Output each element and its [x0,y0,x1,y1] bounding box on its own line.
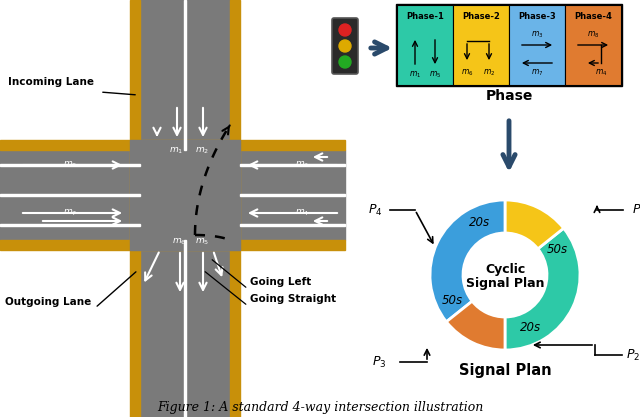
Wedge shape [430,200,505,322]
Wedge shape [505,228,580,350]
Bar [130,140,240,250]
Text: $m_6$: $m_6$ [172,236,186,247]
Bar [240,194,345,196]
Text: Incoming Lane: Incoming Lane [8,77,94,87]
Bar [0,224,140,226]
Text: Phase-4: Phase-4 [574,12,612,20]
Bar [0,140,345,150]
Circle shape [463,233,547,317]
Text: Phase: Phase [485,89,532,103]
Text: $P_3$: $P_3$ [372,354,387,369]
Text: $m_3$: $m_3$ [531,30,543,40]
Text: Phase-3: Phase-3 [518,12,556,20]
Text: $m_4$: $m_4$ [595,68,607,78]
Bar [140,150,230,240]
Text: 50s: 50s [547,243,568,256]
Text: $m_7$: $m_7$ [63,208,77,218]
Text: Cyclic: Cyclic [485,262,525,276]
Bar [240,164,345,166]
Text: $P_1$: $P_1$ [632,202,640,218]
Bar [396,4,622,86]
Text: $m_1$: $m_1$ [169,145,183,156]
Wedge shape [446,301,505,350]
Bar [0,194,140,196]
Bar [0,150,345,240]
Text: 20s: 20s [520,321,541,334]
Circle shape [339,24,351,36]
Text: Going Straight: Going Straight [250,294,336,304]
Text: Phase-2: Phase-2 [462,12,500,20]
Text: $m_3$: $m_3$ [295,160,309,170]
Bar [184,240,186,417]
Text: $P_4$: $P_4$ [369,202,383,218]
Bar [0,164,140,166]
Wedge shape [505,200,564,249]
Text: $m_2$: $m_2$ [483,68,495,78]
Text: 50s: 50s [442,294,463,307]
Bar [0,240,345,250]
Text: Outgoing Lane: Outgoing Lane [5,297,92,307]
Text: $m_8$: $m_8$ [63,160,77,170]
Text: 20s: 20s [469,216,490,229]
Bar [140,0,230,417]
Text: $m_2$: $m_2$ [195,145,209,156]
Bar [509,5,565,85]
Text: $m_5$: $m_5$ [195,236,209,247]
Bar [397,5,453,85]
Text: Phase-1: Phase-1 [406,12,444,20]
Text: $m_4$: $m_4$ [295,208,309,218]
Text: $m_8$: $m_8$ [587,30,599,40]
Bar [130,0,140,417]
Text: Signal Plan: Signal Plan [459,362,551,377]
Text: Figure 1: A standard 4-way intersection illustration: Figure 1: A standard 4-way intersection … [157,402,483,414]
Text: Going Left: Going Left [250,277,311,287]
Circle shape [339,56,351,68]
Bar [184,0,186,150]
Text: $m_6$: $m_6$ [461,68,473,78]
Text: $m_7$: $m_7$ [531,68,543,78]
Text: Signal Plan: Signal Plan [466,276,544,289]
FancyBboxPatch shape [332,18,358,74]
Bar [565,5,621,85]
Text: $P_2$: $P_2$ [626,347,640,362]
Bar [453,5,509,85]
Bar [230,0,240,417]
Text: $m_5$: $m_5$ [429,70,441,80]
Bar [240,224,345,226]
Text: $m_1$: $m_1$ [409,70,421,80]
Circle shape [339,40,351,52]
